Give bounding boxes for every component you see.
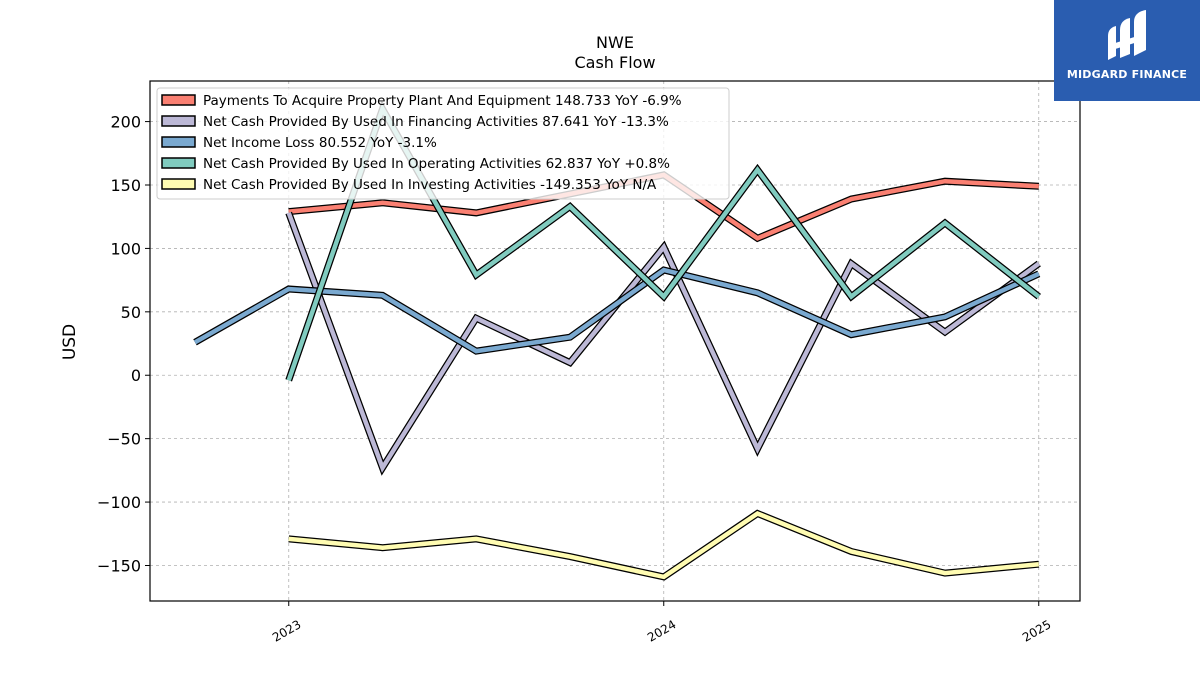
legend: Payments To Acquire Property Plant And E…: [156, 87, 730, 200]
y-tick-label: −150: [97, 556, 141, 575]
chart-subtitle: Cash Flow: [574, 53, 655, 72]
y-tick-label: 150: [110, 176, 141, 195]
legend-swatch: [161, 136, 196, 148]
x-tick-label: 2025: [1020, 617, 1053, 644]
series-line: [193, 267, 1040, 354]
y-tick-label: 50: [121, 303, 141, 322]
y-axis-label: USD: [60, 324, 80, 360]
legend-swatch: [161, 178, 196, 190]
legend-label: Net Income Loss 80.552 YoY -3.1%: [203, 135, 437, 151]
y-tick-label: 100: [110, 239, 141, 258]
legend-label: Payments To Acquire Property Plant And E…: [203, 93, 682, 109]
series-line: [286, 212, 1041, 473]
brand-name: MIDGARD FINANCE: [1066, 68, 1188, 81]
series-line: [288, 510, 1040, 580]
legend-box: [156, 87, 730, 200]
series-lines: [193, 100, 1041, 581]
legend-label: Net Cash Provided By Used In Financing A…: [203, 114, 669, 130]
legend-label: Net Cash Provided By Used In Investing A…: [203, 177, 657, 193]
y-tick-label: −50: [107, 430, 141, 449]
y-tick-label: −100: [97, 493, 141, 512]
midgard-logo-icon: [1108, 10, 1146, 60]
legend-label: Net Cash Provided By Used In Operating A…: [203, 156, 670, 172]
plot-frame: [149, 80, 1081, 602]
y-tick-label: 0: [131, 366, 141, 385]
legend-swatch: [161, 94, 196, 106]
chart-title: NWE: [596, 33, 634, 52]
brand-logo: MIDGARD FINANCE: [1054, 0, 1200, 101]
y-tick-label: 200: [110, 113, 141, 132]
x-tick-label: 2023: [270, 617, 303, 644]
legend-swatch: [161, 157, 196, 169]
legend-swatch: [161, 115, 196, 127]
x-tick-label: 2024: [645, 617, 678, 644]
